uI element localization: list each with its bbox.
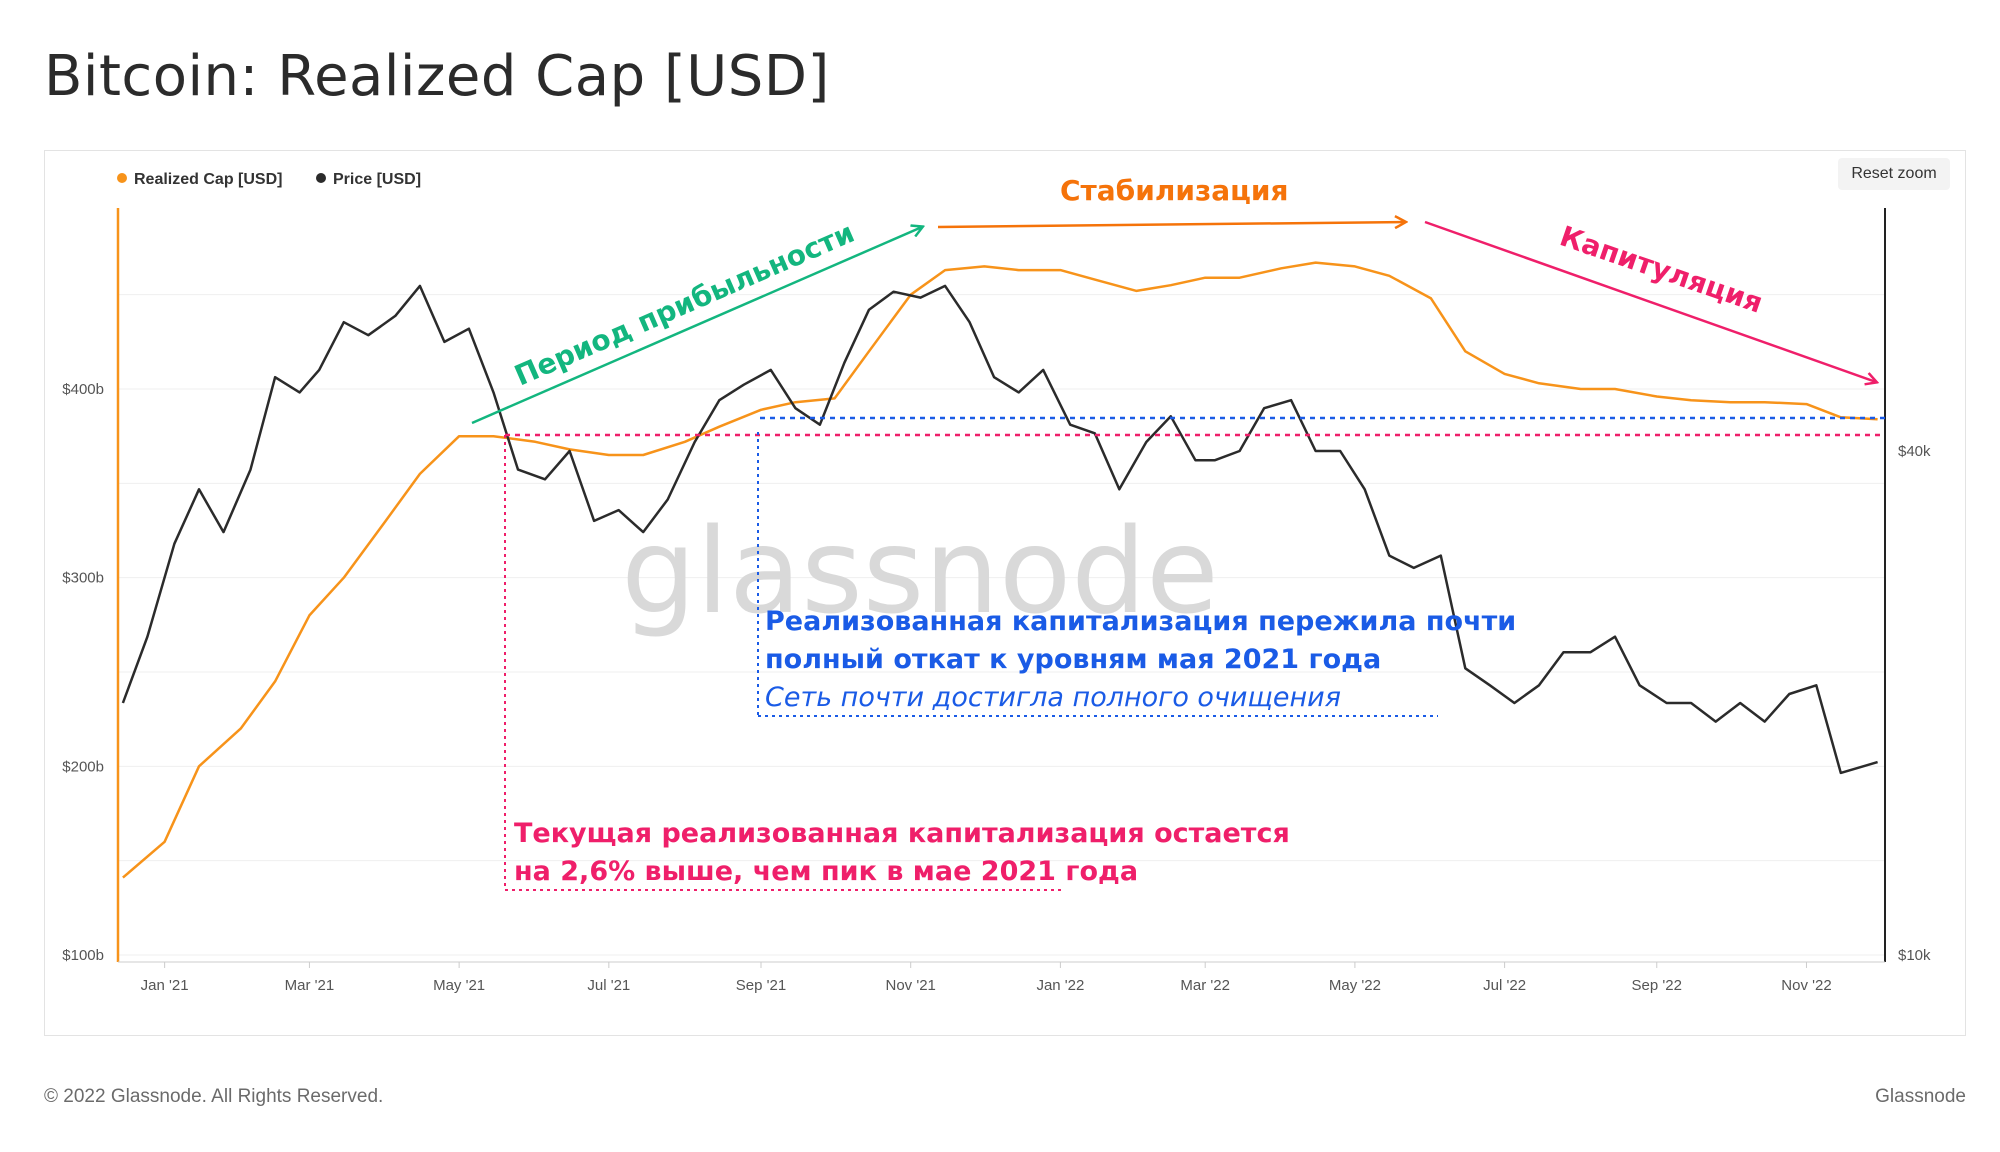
realized-cap-line	[122, 261, 1878, 879]
x-tick-label: Sep '22	[1632, 977, 1682, 994]
x-tick-label: May '22	[1329, 977, 1381, 994]
annotation-pink-line1: Текущая реализованная капитализация оста…	[514, 818, 1290, 849]
stabilization-arrow	[937, 222, 1405, 227]
watermark: glassnode	[621, 502, 1218, 640]
left-tick-label: $200b	[62, 758, 104, 775]
lines	[121, 261, 1878, 879]
legend-marker-price	[316, 173, 326, 183]
legend: Realized Cap [USD] Price [USD]	[117, 171, 421, 188]
legend-marker-realized-cap	[117, 173, 127, 183]
x-tick-label: Jul '21	[587, 977, 630, 994]
x-tick-label: May '21	[433, 977, 485, 994]
reset-zoom-button[interactable]: Reset zoom	[1838, 158, 1950, 190]
x-tick-label: Jan '22	[1036, 977, 1084, 994]
footer-brand: Glassnode	[1875, 1086, 1966, 1107]
annotation-blue-line1: Реализованная капитализация пережила поч…	[765, 606, 1516, 637]
annotation-stabilization: Стабилизация	[1060, 174, 1288, 207]
legend-label-realized-cap: Realized Cap [USD]	[134, 171, 282, 188]
right-tick-label: $10k	[1898, 947, 1931, 964]
x-tick-label: Jan '21	[141, 977, 189, 994]
annotation-blue-line3: Сеть почти достигла полного очищения	[765, 682, 1341, 713]
annotation-pink-line2: на 2,6% выше, чем пик в мае 2021 года	[514, 856, 1138, 887]
guides	[504, 416, 1885, 891]
legend-label-price: Price [USD]	[333, 171, 421, 188]
x-tick-label: Nov '21	[886, 977, 936, 994]
left-tick-label: $400b	[62, 381, 104, 398]
x-tick-label: Sep '21	[736, 977, 786, 994]
footer-copyright: © 2022 Glassnode. All Rights Reserved.	[44, 1086, 384, 1107]
left-tick-label: $100b	[62, 947, 104, 964]
annotation-blue-line2: полный откат к уровням мая 2021 года	[765, 644, 1381, 675]
x-tick-label: Nov '22	[1781, 977, 1831, 994]
capitulation-arrow	[1424, 220, 1876, 382]
profit-arrow	[471, 227, 922, 425]
right-tick-label: $40k	[1898, 443, 1931, 460]
x-tick-label: Mar '21	[285, 977, 335, 994]
price-line	[121, 284, 1878, 775]
x-tick-label: Mar '22	[1180, 977, 1230, 994]
axes: $100b $200b $300b $400b $10k $40k Jan '21 Mar '…	[62, 208, 1931, 994]
page-title: Bitcoin: Realized Cap [USD]	[44, 44, 830, 109]
chart-frame	[44, 150, 1966, 1036]
annotation-profit: Период прибыльности	[510, 216, 860, 393]
left-tick-label: $300b	[62, 570, 104, 587]
x-tick-label: Jul '22	[1483, 977, 1526, 994]
